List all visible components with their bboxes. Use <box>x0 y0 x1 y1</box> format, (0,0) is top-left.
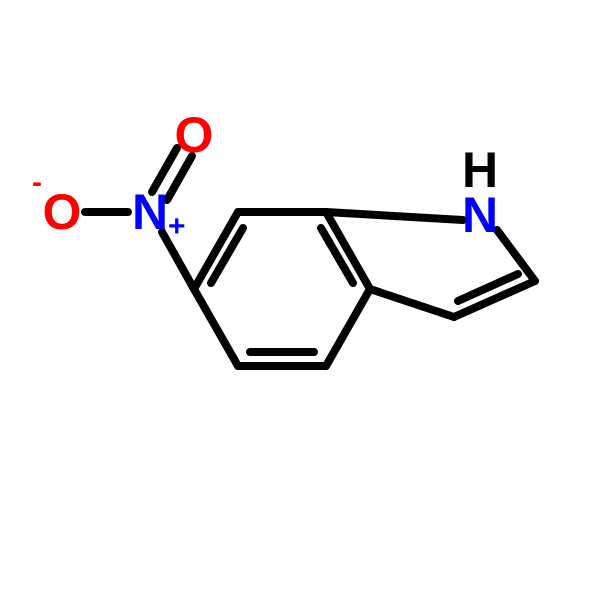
bond-c4-c7 <box>370 289 454 317</box>
atom-o-double: O <box>175 107 214 163</box>
charge-plus: + <box>168 210 186 243</box>
charge-minus: - <box>32 166 42 199</box>
atom-o-single: O <box>43 184 82 240</box>
bond-c1-c2 <box>194 289 238 366</box>
atom-n-pyrrole: N <box>462 187 498 243</box>
atom-n-nitro: N <box>132 184 168 240</box>
bond-n-c5 <box>326 212 463 220</box>
bond-c3-c4 <box>326 289 370 366</box>
molecule-diagram: H N N + O O - <box>0 0 600 600</box>
bond-c7-c8-inner <box>458 274 518 301</box>
